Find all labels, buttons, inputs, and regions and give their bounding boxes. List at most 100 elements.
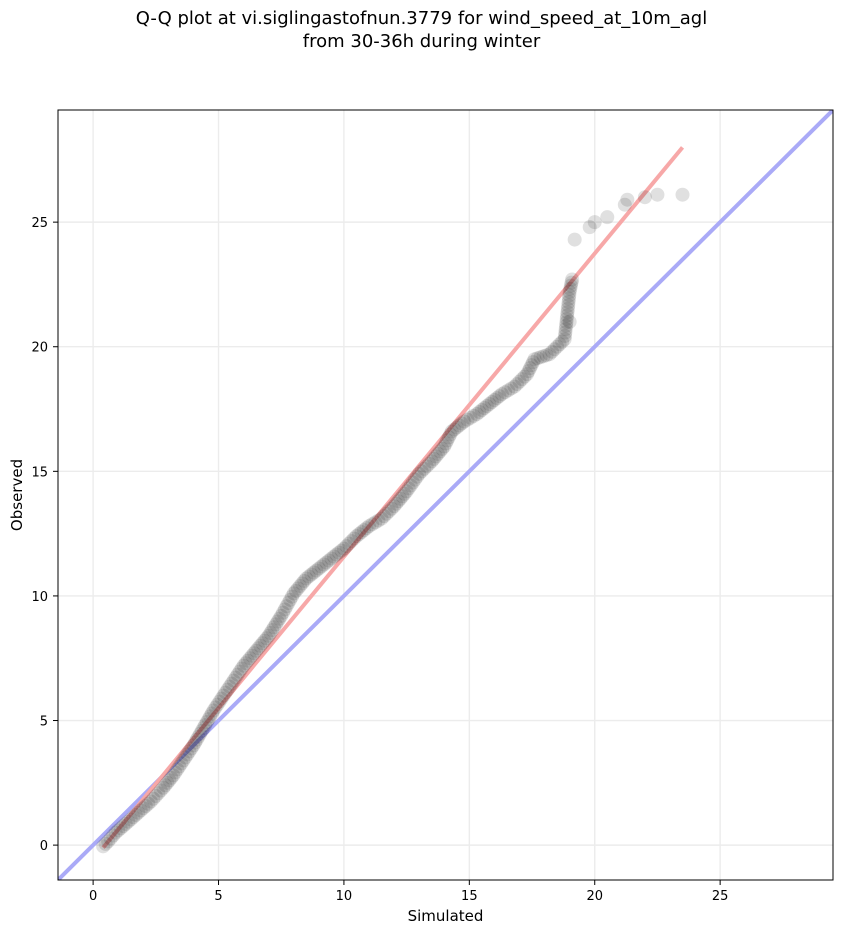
data-point [447, 422, 462, 437]
data-point [141, 796, 156, 811]
data-point [295, 576, 310, 591]
data-point [389, 496, 404, 511]
data-point [362, 519, 377, 534]
data-point [113, 821, 128, 836]
data-point [182, 744, 197, 759]
data-point [494, 387, 509, 402]
data-point [232, 664, 247, 679]
x-tick-label: 10 [336, 889, 353, 904]
data-point [452, 418, 467, 433]
data-point [153, 783, 168, 798]
data-point [191, 729, 206, 744]
data-point [559, 315, 574, 330]
data-point [397, 486, 412, 501]
y-axis-label: Observed [8, 459, 26, 531]
data-point [565, 272, 580, 287]
data-point [316, 557, 331, 572]
x-axis-label: Simulated [408, 907, 484, 925]
data-point [194, 723, 209, 738]
data-point [435, 441, 450, 456]
data-point [198, 718, 213, 733]
data-point [180, 747, 195, 762]
data-point [279, 599, 294, 614]
data-point [564, 275, 579, 290]
data-point [419, 459, 434, 474]
data-point [193, 726, 208, 741]
data-point [118, 816, 133, 831]
data-point [277, 602, 292, 617]
data-point [160, 775, 175, 790]
data-point [228, 670, 243, 685]
data-point [356, 523, 371, 538]
data-point [558, 322, 573, 337]
data-point [224, 676, 239, 691]
data-point [238, 656, 253, 671]
data-point [121, 814, 136, 829]
data-point [414, 464, 429, 479]
data-point [247, 646, 262, 661]
data-point [189, 732, 204, 747]
data-point [304, 567, 319, 582]
data-point [359, 521, 374, 536]
data-point [393, 491, 408, 506]
data-point [270, 614, 285, 629]
data-point [426, 451, 441, 466]
data-point [401, 481, 416, 496]
data-point [523, 361, 538, 376]
data-point [620, 192, 635, 207]
data-point [251, 641, 266, 656]
data-point [437, 439, 452, 454]
data-point [417, 461, 432, 476]
data-point [301, 569, 316, 584]
y-tick-label: 0 [40, 839, 48, 854]
data-point [433, 444, 448, 459]
data-point [521, 364, 536, 379]
chart-title-line-1: Q-Q plot at vi.siglingastofnun.3779 for … [135, 8, 708, 29]
data-point [178, 750, 193, 765]
data-point [222, 679, 237, 694]
data-point [268, 617, 283, 632]
data-point [474, 403, 489, 418]
data-point [111, 823, 126, 838]
data-point [341, 536, 356, 551]
data-point [331, 545, 346, 560]
data-point [220, 682, 235, 697]
data-point [536, 349, 551, 364]
data-point [319, 555, 334, 570]
data-point [520, 367, 535, 382]
data-point [184, 741, 199, 756]
data-point [216, 688, 231, 703]
data-point [457, 414, 472, 429]
data-point [428, 449, 443, 464]
data-point [524, 358, 539, 373]
data-point [281, 596, 296, 611]
data-point [504, 381, 519, 396]
y-tick-label: 15 [31, 465, 48, 480]
data-point [557, 332, 572, 347]
data-point [253, 638, 268, 653]
data-point [351, 527, 366, 542]
data-point [236, 658, 251, 673]
data-point [440, 433, 455, 448]
data-point [143, 794, 158, 809]
data-point [547, 342, 562, 357]
data-point [234, 661, 249, 676]
data-point [311, 561, 326, 576]
data-point [387, 499, 402, 514]
data-point [559, 318, 574, 333]
data-point [210, 697, 225, 712]
data-point [286, 586, 301, 601]
data-point [617, 197, 632, 212]
data-point [126, 810, 141, 825]
data-point [438, 436, 453, 451]
data-point [244, 648, 259, 663]
data-point [214, 691, 229, 706]
data-point [498, 385, 513, 400]
data-point [365, 517, 380, 532]
data-point [166, 768, 181, 783]
data-point [582, 220, 597, 235]
data-point [562, 314, 577, 329]
data-point [560, 301, 575, 316]
data-point [321, 553, 336, 568]
